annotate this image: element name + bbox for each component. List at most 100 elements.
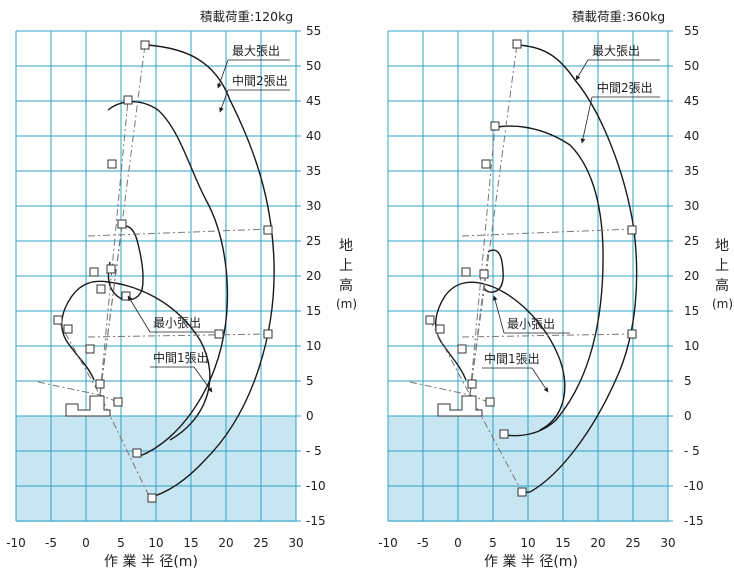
boom-tip [147,493,157,503]
y-tick-label: 35 [684,164,699,178]
boom-tip [425,315,435,325]
vehicle-base [437,395,483,417]
y-tick-label: 55 [684,24,699,38]
boom-line [429,319,471,396]
boom-tip-markers [53,40,273,503]
x-tick-label: 25 [253,536,268,550]
y-tick-label: 45 [306,94,321,108]
x-axis-label: 作 業 半 径(m) [104,554,198,570]
boom-line [99,225,123,396]
mid1-outrigger-curve [483,283,566,431]
y-axis-label: 地 上 高 (m) [712,238,733,311]
x-tick-label: 10 [148,536,163,550]
x-tick-label: 30 [660,536,675,550]
x-tick-label: -5 [45,536,57,550]
boom-tip [627,329,637,339]
boom-tip [53,315,63,325]
y-tick-label: -15 [684,514,704,528]
inner-envelope-curve [434,281,485,381]
boom-tip-markers [425,39,637,497]
y-tick-label: 30 [306,199,321,213]
boom-line [469,43,518,396]
label-max-outrigger: 最大張出 [592,44,640,58]
label-mid2-outrigger: 中間2張出 [232,73,288,88]
label-mid2-outrigger: 中間2張出 [597,80,653,95]
x-tick-label: 25 [625,536,640,550]
max-outrigger-curve [146,44,275,499]
min-outrigger-curve [483,249,504,293]
min-outrigger-curve [107,225,144,301]
y-tick-label: 0 [684,409,692,423]
boom-tip [467,379,477,389]
y-tick-label: 40 [684,129,699,143]
y-tick-label: 45 [684,94,699,108]
boom-line [461,228,633,237]
x-axis-label: 作 業 半 径(m) [484,554,578,570]
boom-tip [121,291,131,301]
svg-text:(m): (m) [336,297,357,311]
y-tick-label: 15 [306,304,321,318]
x-tick-label: 20 [590,536,605,550]
boom-tip [490,121,500,131]
label-min-outrigger: 最小張出 [507,317,555,331]
y-tick-label: - 5 [306,444,322,458]
boom-tip [132,448,142,458]
boom-tip [89,267,99,277]
max-outrigger-curve [515,44,638,494]
x-tick-label: 0 [82,536,90,550]
boom-line [87,228,271,237]
x-tick-label: 0 [454,536,462,550]
callouts: 最大張出 中間2張出 最小張出 中間1張出 [127,44,290,393]
boom-tip [627,225,637,235]
boom-tip [479,269,489,279]
boom-tip [107,159,117,169]
x-tick-label: 20 [218,536,233,550]
envelope-curves [61,44,275,499]
boom-tip [512,39,522,49]
svg-text:(m): (m) [712,297,733,311]
x-tick-label: 30 [288,536,303,550]
y-tick-label: 25 [684,234,699,248]
x-tick-label: -10 [6,536,26,550]
mid2-outrigger-curve [107,101,229,457]
y-tick-label: - 5 [684,444,700,458]
y-tick-label: -15 [306,514,326,528]
y-tick-label: 25 [306,234,321,248]
boom-tip [481,159,491,169]
chart-title: 積載荷重:120kg [200,9,293,24]
boom-tip [457,344,467,354]
callouts: 最大張出 中間2張出 最小張出 中間1張出 [482,44,660,393]
boom-line [469,125,496,396]
chart-title: 積載荷重:360kg [572,9,665,24]
svg-text:高: 高 [715,277,729,294]
x-tick-label: 10 [520,536,535,550]
x-axis-ticks: -10 -5 0 5 10 15 20 25 30 [6,536,303,550]
label-mid1-outrigger: 中間1張出 [153,350,209,365]
grid [15,30,301,522]
boom-tip [106,264,116,274]
boom-tip [85,344,95,354]
boom-tip [63,324,73,334]
boom-tip [517,487,527,497]
x-tick-label: 5 [117,536,125,550]
boom-tip [95,379,105,389]
svg-text:高: 高 [339,277,353,294]
x-tick-label: 15 [183,536,198,550]
grid [387,30,673,522]
x-tick-label: -5 [417,536,429,550]
y-tick-label: 35 [306,164,321,178]
boom-tip [123,95,133,105]
label-mid1-outrigger: 中間1張出 [484,351,540,366]
boom-tip [214,329,224,339]
label-max-outrigger: 最大張出 [232,44,280,58]
envelope-curves [434,44,638,494]
boom-tip [96,284,106,294]
svg-text:地: 地 [715,238,729,254]
y-tick-label: 10 [684,339,699,353]
boom-line [87,333,271,338]
x-tick-label: 5 [489,536,497,550]
boom-tip [485,397,495,407]
